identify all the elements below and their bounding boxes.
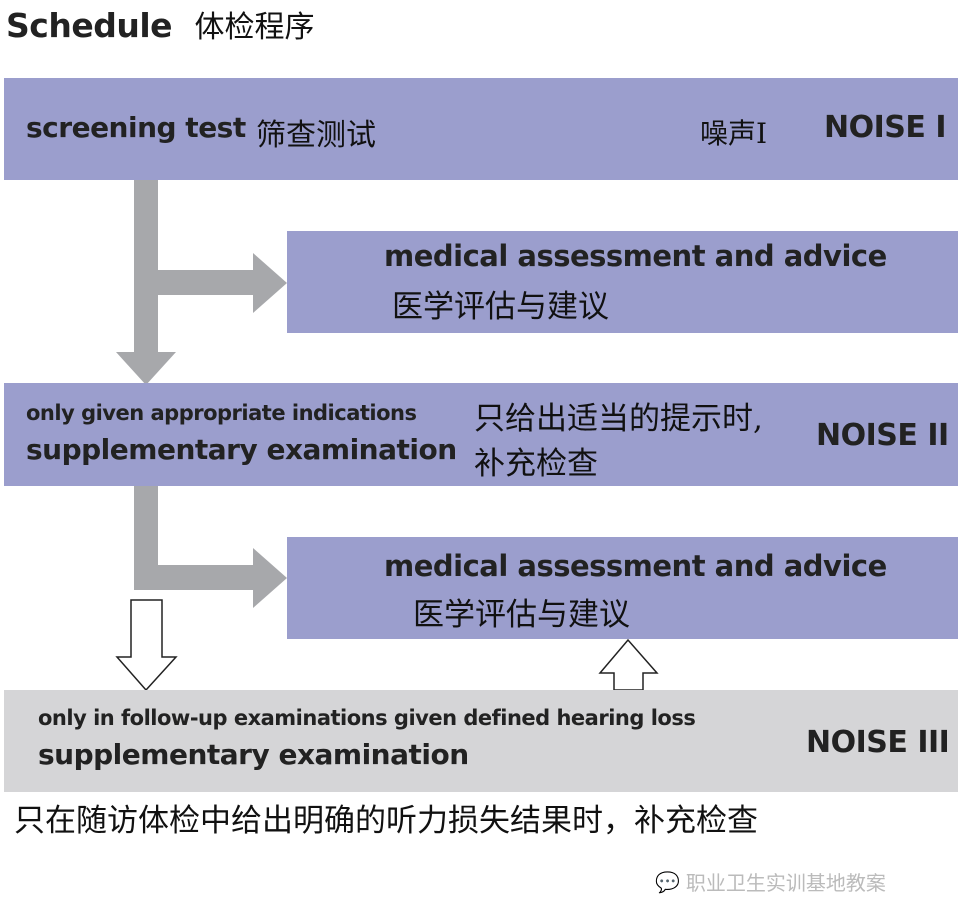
supplementary-exam-box-1: only given appropriate indications suppl… [4,383,958,486]
noise2-label: NOISE II [816,418,949,453]
screening-test-zh: 筛查测试 [256,118,376,153]
title-zh: 体检程序 [194,10,315,45]
hollow-down-arrow [115,599,178,692]
screening-test-box: screening test 筛查测试 噪声Ⅰ NOISE I [4,78,958,180]
condition-en: only in follow-up examinations given def… [38,706,696,730]
medical-assessment-zh: 医学评估与建议 [392,289,609,325]
wechat-icon: 💬 [655,869,680,894]
noise3-label: NOISE III [806,725,950,760]
footer-note: 只在随访体检中给出明确的听力损失结果时，补充检查 [14,803,758,839]
hollow-up-arrow [598,638,659,691]
watermark: 💬 职业卫生实训基地教案 [655,867,886,896]
medical-assessment-en: medical assessment and advice [384,239,887,273]
page-title: Schedule 体检程序 [6,2,315,46]
supplementary-zh: 补充检查 [474,446,598,482]
condition-zh: 只给出适当的提示时, [474,401,763,437]
gray-arrow-2 [134,486,287,608]
supplementary-exam-box-2: only in follow-up examinations given def… [4,690,958,792]
medical-assessment-box-1: medical assessment and advice 医学评估与建议 [287,231,958,333]
title-en: Schedule [6,6,173,45]
medical-assessment-zh: 医学评估与建议 [413,597,630,633]
medical-assessment-box-2: medical assessment and advice 医学评估与建议 [287,537,958,639]
condition-en: only given appropriate indications [26,401,417,425]
supplementary-en: supplementary examination [38,738,469,771]
watermark-text: 职业卫生实训基地教案 [685,871,886,895]
medical-assessment-en: medical assessment and advice [384,549,887,583]
supplementary-en: supplementary examination [26,433,457,466]
screening-test-en: screening test [26,111,246,144]
gray-arrow-1 [116,180,287,385]
noise1-label: NOISE I [824,110,946,145]
noise1-zh: 噪声Ⅰ [700,117,768,150]
